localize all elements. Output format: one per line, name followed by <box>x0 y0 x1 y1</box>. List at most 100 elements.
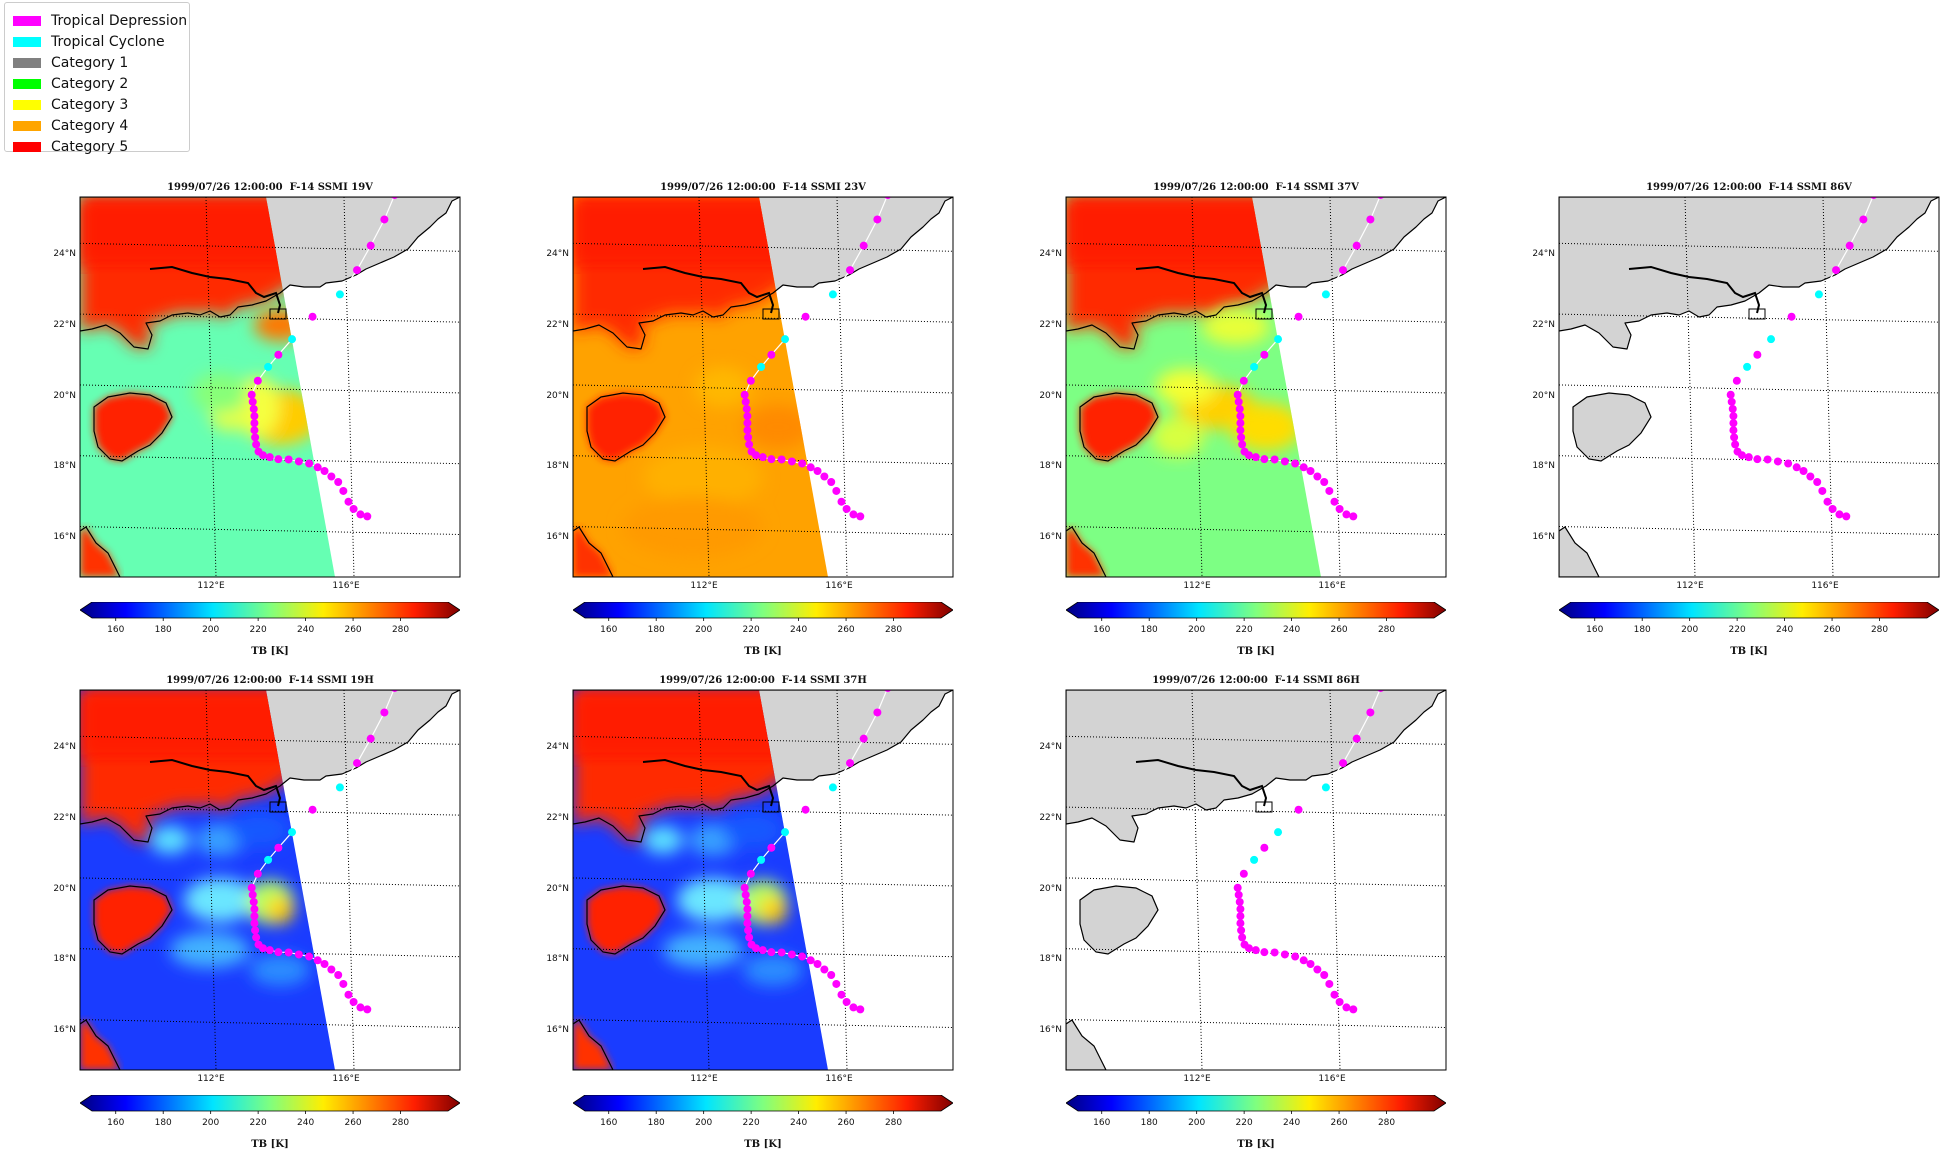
track-point <box>1325 979 1334 988</box>
lat-label: 24°N <box>53 249 76 259</box>
macau-box <box>1255 801 1273 813</box>
legend-swatch <box>13 57 41 68</box>
track-point <box>334 477 343 486</box>
colorbar-tick-label: 260 <box>1823 625 1840 635</box>
land-china <box>1066 690 1446 842</box>
track-point <box>1274 828 1283 837</box>
lat-label: 20°N <box>546 391 569 401</box>
colorbar: 160 180 200 220 240 260 280 <box>1065 601 1447 635</box>
map-svg: 24°N 22°N 20°N 18°N 16°N 112°E 116°E <box>1039 689 1447 1084</box>
colorbar-tick-label: 240 <box>1776 625 1793 635</box>
grid-lon <box>205 690 217 1070</box>
track-point <box>284 948 293 957</box>
track-point <box>767 455 776 464</box>
legend-item: Category 3 <box>13 94 189 115</box>
track-point <box>1270 455 1279 464</box>
track-point <box>1342 510 1351 519</box>
colorbar-tick-label: 280 <box>885 625 902 635</box>
track-point <box>741 397 750 406</box>
lat-label: 16°N <box>1039 1025 1062 1035</box>
track-point <box>1753 350 1762 359</box>
legend-item: Tropical Cyclone <box>13 31 189 52</box>
track-point <box>1294 312 1303 321</box>
grid-lat <box>573 242 953 252</box>
grid-lat <box>80 455 460 465</box>
coastline <box>1066 690 1446 843</box>
map-area <box>80 690 460 1070</box>
grid-lat <box>1559 313 1939 323</box>
track-point <box>1233 390 1242 399</box>
grid-lat <box>1066 877 1446 887</box>
colorbar-gradient <box>1065 601 1447 619</box>
track-point <box>249 404 258 413</box>
colorbar-container: 160 180 200 220 240 260 280 TB [K] <box>1065 601 1447 662</box>
track-point <box>339 979 348 988</box>
lon-label: 116°E <box>332 1074 360 1084</box>
track-point <box>247 390 256 399</box>
grid-lat <box>1066 806 1446 816</box>
track-point <box>806 463 815 472</box>
track-point <box>849 1003 858 1012</box>
track-point <box>1729 412 1738 421</box>
map-area <box>80 197 460 577</box>
track-point <box>820 472 829 481</box>
colorbar-container: 160 180 200 220 240 260 280 TB [K] <box>1065 1094 1447 1155</box>
grid-lat <box>80 877 460 887</box>
colorbar-container: 160 180 200 220 240 260 280 TB [K] <box>1558 601 1940 662</box>
colorbar-tick-label: 200 <box>202 1118 219 1128</box>
track-point <box>1313 472 1322 481</box>
lon-label: 116°E <box>1318 581 1346 591</box>
track-point <box>265 453 274 462</box>
map-svg: 24°N 22°N 20°N 18°N 16°N 112°E 116°E <box>546 689 954 1084</box>
track-point <box>798 459 807 468</box>
track-point <box>801 312 810 321</box>
track-point <box>1335 997 1344 1006</box>
lon-label: 116°E <box>1318 1074 1346 1084</box>
track-point <box>1773 457 1782 466</box>
macau-box <box>762 801 780 813</box>
track-point <box>746 869 755 878</box>
track-point <box>837 497 846 506</box>
coastline-hainan <box>1079 392 1159 462</box>
lon-label: 112°E <box>1676 581 1704 591</box>
lat-label: 22°N <box>546 813 569 823</box>
colorbar-tick-label: 240 <box>790 625 807 635</box>
track-point <box>1306 467 1315 476</box>
track-point <box>356 1003 365 1012</box>
grid-lat <box>80 1019 460 1029</box>
coastline-south <box>573 1019 614 1070</box>
colorbar-tick-label: 200 <box>1188 1118 1205 1128</box>
grid-lon <box>698 197 710 577</box>
map-frame <box>1065 196 1447 578</box>
track-point <box>1260 455 1269 464</box>
colorbar-tick-label: 240 <box>297 1118 314 1128</box>
legend: Tropical Depression Tropical Cyclone Categ… <box>4 2 190 155</box>
track-point <box>1239 376 1248 385</box>
grid-lat <box>1066 384 1446 394</box>
track-point <box>251 926 260 935</box>
colorbar: 160 180 200 220 240 260 280 <box>572 601 954 635</box>
track-point <box>254 447 263 456</box>
track-point <box>1325 486 1334 495</box>
colorbar-tick-label: 240 <box>297 625 314 635</box>
track-point <box>1235 897 1244 906</box>
map-svg: 24°N 22°N 20°N 18°N 16°N 112°E 116°E <box>1532 196 1940 591</box>
track-point <box>274 948 283 957</box>
colorbar-tick-label: 240 <box>1283 1118 1300 1128</box>
track-point <box>1349 512 1358 521</box>
storm-track <box>1726 197 1878 521</box>
lon-label: 112°E <box>197 581 225 591</box>
map-area <box>1559 197 1939 577</box>
track-point <box>746 376 755 385</box>
track-point <box>1236 419 1245 428</box>
legend-item: Tropical Depression <box>13 10 189 31</box>
track-point <box>363 512 372 521</box>
colorbar-tick-label: 180 <box>648 625 665 635</box>
track-point <box>757 855 766 864</box>
lat-label: 16°N <box>1039 532 1062 542</box>
colorbar-label: TB [K] <box>251 1139 289 1150</box>
track-point <box>1260 350 1269 359</box>
track-point <box>801 805 810 814</box>
colorbar-tick-label: 260 <box>344 1118 361 1128</box>
track-point <box>747 940 756 949</box>
